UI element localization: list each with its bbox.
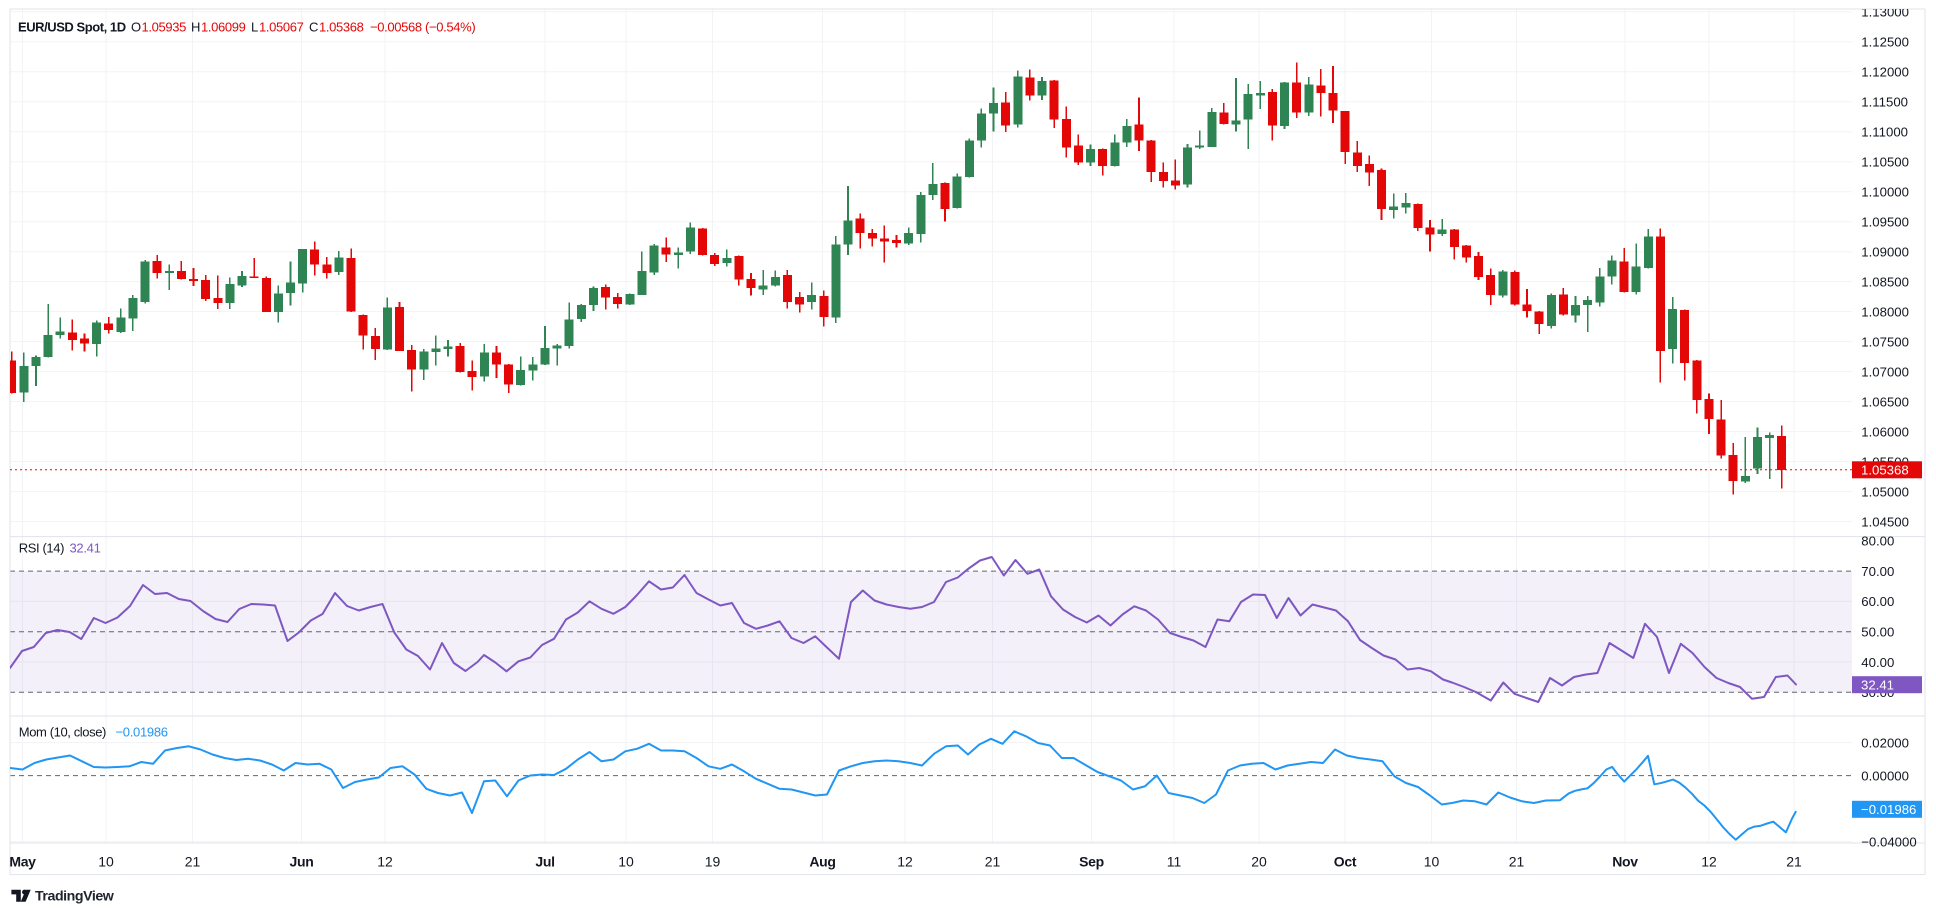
- svg-text:1.07000: 1.07000: [1861, 364, 1909, 379]
- svg-text:1.11000: 1.11000: [1861, 125, 1908, 140]
- svg-text:L: L: [251, 20, 258, 35]
- svg-text:Jun: Jun: [290, 854, 314, 870]
- svg-text:Oct: Oct: [1334, 854, 1357, 870]
- svg-text:21: 21: [1509, 854, 1525, 870]
- svg-text:21: 21: [1786, 854, 1802, 870]
- svg-text:1.05067: 1.05067: [259, 20, 304, 35]
- svg-text:40.00: 40.00: [1861, 655, 1894, 670]
- svg-text:10: 10: [98, 854, 114, 870]
- svg-text:1.11500: 1.11500: [1861, 95, 1908, 110]
- svg-text:0.02000: 0.02000: [1861, 735, 1909, 750]
- svg-text:50.00: 50.00: [1861, 625, 1894, 640]
- svg-text:1.10500: 1.10500: [1861, 155, 1909, 170]
- svg-text:21: 21: [185, 854, 201, 870]
- svg-text:C: C: [309, 20, 318, 35]
- svg-text:H: H: [191, 20, 200, 35]
- svg-text:1.12500: 1.12500: [1861, 35, 1909, 50]
- svg-text:RSI (14): RSI (14): [19, 541, 64, 556]
- svg-text:Aug: Aug: [809, 854, 835, 870]
- svg-text:1.13000: 1.13000: [1861, 5, 1909, 20]
- svg-text:Jul: Jul: [535, 854, 554, 870]
- svg-text:1.09000: 1.09000: [1861, 245, 1909, 260]
- svg-text:20: 20: [1251, 854, 1267, 870]
- svg-text:1.09500: 1.09500: [1861, 215, 1909, 230]
- svg-text:1.04500: 1.04500: [1861, 514, 1909, 529]
- svg-text:32.41: 32.41: [1861, 678, 1894, 693]
- svg-text:21: 21: [985, 854, 1001, 870]
- svg-text:May: May: [9, 854, 36, 870]
- svg-text:Sep: Sep: [1079, 854, 1104, 870]
- svg-text:1.06000: 1.06000: [1861, 424, 1909, 439]
- svg-text:11: 11: [1167, 854, 1182, 870]
- svg-text:−0.01986: −0.01986: [116, 725, 168, 740]
- svg-text:10: 10: [618, 854, 634, 870]
- svg-text:1.05935: 1.05935: [142, 20, 187, 35]
- svg-text:O: O: [131, 20, 141, 35]
- svg-text:0.00000: 0.00000: [1861, 768, 1909, 783]
- svg-text:1.10000: 1.10000: [1861, 185, 1909, 200]
- svg-text:1.05368: 1.05368: [319, 20, 364, 35]
- svg-text:−0.04000: −0.04000: [1861, 834, 1916, 849]
- svg-text:32.41: 32.41: [70, 541, 101, 556]
- svg-text:1.06099: 1.06099: [201, 20, 246, 35]
- svg-text:10: 10: [1424, 854, 1440, 870]
- svg-text:TradingView: TradingView: [35, 889, 115, 905]
- svg-text:Mom (10, close): Mom (10, close): [19, 725, 106, 740]
- svg-text:−0.00568 (−0.54%): −0.00568 (−0.54%): [370, 20, 475, 35]
- svg-text:1.07500: 1.07500: [1861, 334, 1909, 349]
- svg-text:12: 12: [1701, 854, 1717, 870]
- svg-text:80.00: 80.00: [1861, 534, 1894, 549]
- svg-text:1.05368: 1.05368: [1861, 463, 1909, 478]
- svg-text:1.05000: 1.05000: [1861, 484, 1909, 499]
- svg-text:19: 19: [705, 854, 721, 870]
- svg-text:1.06500: 1.06500: [1861, 394, 1909, 409]
- svg-text:70.00: 70.00: [1861, 564, 1894, 579]
- svg-text:12: 12: [897, 854, 913, 870]
- svg-text:Nov: Nov: [1612, 854, 1638, 870]
- svg-text:12: 12: [377, 854, 393, 870]
- svg-text:1.08000: 1.08000: [1861, 304, 1909, 319]
- svg-text:60.00: 60.00: [1861, 594, 1894, 609]
- svg-text:1.12000: 1.12000: [1861, 65, 1909, 80]
- svg-text:1.08500: 1.08500: [1861, 274, 1909, 289]
- svg-text:EUR/USD Spot, 1D: EUR/USD Spot, 1D: [18, 20, 126, 35]
- svg-text:−0.01986: −0.01986: [1861, 802, 1916, 817]
